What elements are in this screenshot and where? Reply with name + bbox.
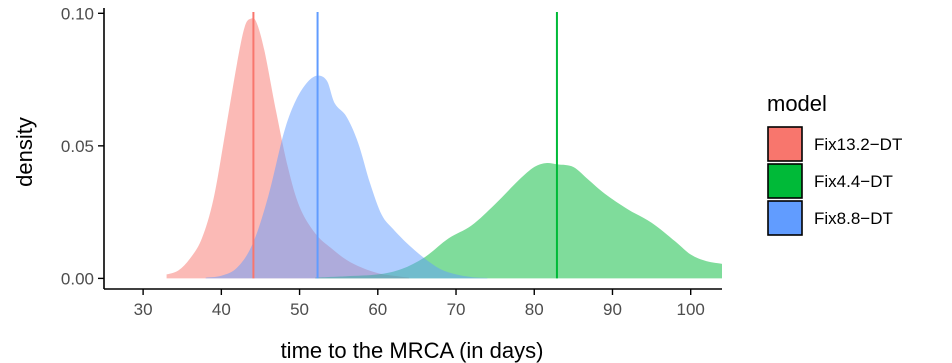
y-axis-title: density	[12, 117, 37, 187]
y-tick-label: 0.10	[61, 4, 94, 23]
legend: model Fix13.2−DT Fix4.4−DT Fix8.8−DT	[767, 91, 902, 236]
legend-label: Fix4.4−DT	[814, 172, 893, 191]
density-area-1	[166, 18, 410, 279]
legend-item-3: Fix8.8−DT	[767, 200, 893, 236]
x-tick-label: 90	[603, 300, 622, 319]
legend-swatch	[767, 163, 803, 199]
legend-item-1: Fix13.2−DT	[767, 126, 902, 162]
x-tick-label: 80	[525, 300, 544, 319]
x-ticks: 30 40 50 60 70 80 90 100	[134, 289, 705, 319]
legend-swatch	[767, 126, 803, 162]
density-area-3	[205, 75, 488, 279]
x-axis-title: time to the MRCA (in days)	[281, 338, 544, 363]
density-area-2	[315, 162, 722, 279]
legend-item-2: Fix4.4−DT	[767, 163, 893, 199]
legend-label: Fix8.8−DT	[814, 209, 893, 228]
x-tick-label: 70	[447, 300, 466, 319]
x-tick-label: 60	[368, 300, 387, 319]
x-tick-label: 40	[212, 300, 231, 319]
x-tick-label: 100	[677, 300, 705, 319]
legend-swatch	[767, 200, 803, 236]
legend-label: Fix13.2−DT	[814, 135, 902, 154]
axes: 30 40 50 60 70 80 90 100 0.00 0.05 0.10	[61, 4, 722, 319]
y-ticks: 0.00 0.05 0.10	[61, 4, 104, 288]
legend-items: Fix13.2−DT Fix4.4−DT Fix8.8−DT	[767, 126, 902, 236]
legend-title: model	[767, 91, 827, 116]
y-tick-label: 0.05	[61, 137, 94, 156]
mean-lines	[252, 12, 558, 279]
y-tick-label: 0.00	[61, 269, 94, 288]
x-tick-label: 30	[134, 300, 153, 319]
plot-areas	[166, 18, 722, 279]
x-tick-label: 50	[290, 300, 309, 319]
